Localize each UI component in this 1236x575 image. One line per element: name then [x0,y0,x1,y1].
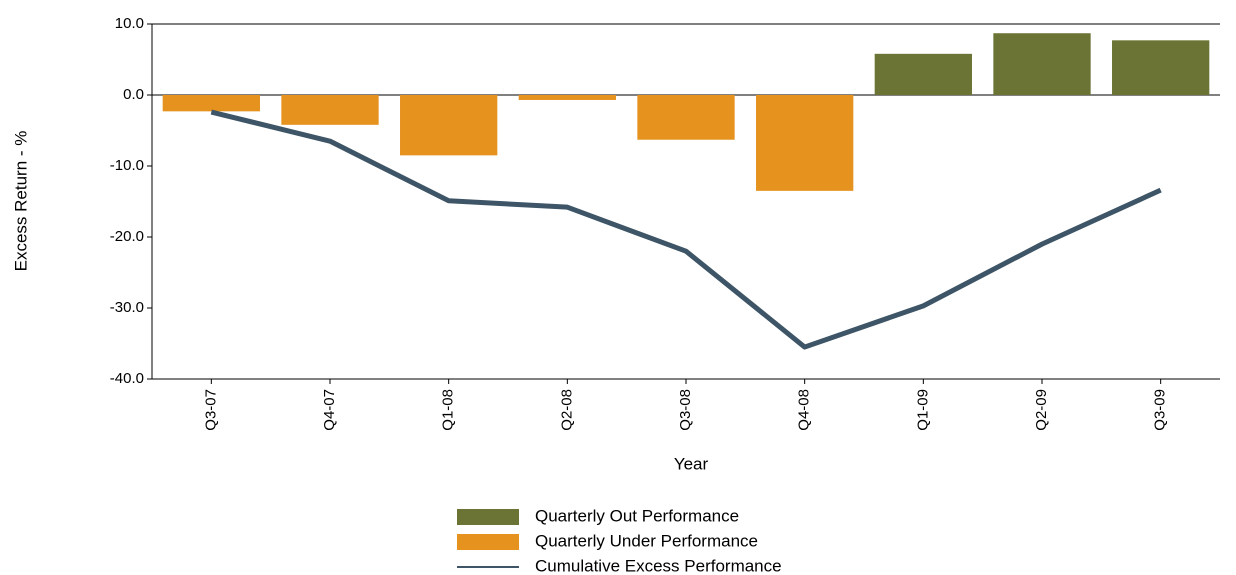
bar [637,95,735,140]
legend-swatch [457,509,519,525]
x-axis-label: Year [674,454,709,473]
legend-label: Quarterly Under Performance [535,531,758,550]
y-tick-label: -20.0 [110,228,144,245]
bar [162,95,260,112]
bar [874,53,972,95]
line [210,109,1162,350]
y-tick-label: 10.0 [115,15,144,32]
bar [281,95,379,125]
y-tick-label: -30.0 [110,299,144,316]
bar [993,33,1091,95]
y-tick-label: 0.0 [123,86,144,103]
legend-label: Cumulative Excess Performance [535,556,782,575]
x-tick-label: Q3-08 [677,389,694,431]
y-tick-label: -40.0 [110,370,144,387]
legend-label: Quarterly Out Performance [535,506,739,525]
x-tick-label: Q1-09 [914,389,931,431]
x-tick-label: Q2-08 [558,389,575,431]
x-tick-label: Q4-07 [321,389,338,431]
x-tick-label: Q2-09 [1033,389,1050,431]
bar [756,95,854,191]
x-tick-label: Q3-07 [202,389,219,431]
y-axis-label: Excess Return - % [11,131,30,272]
bar [518,95,616,100]
bar [1112,40,1210,95]
y-tick-label: -10.0 [110,157,144,174]
x-tick-label: Q1-08 [440,389,457,431]
bar [400,95,498,156]
x-tick-label: Q3-09 [1152,389,1169,431]
legend-swatch [457,534,519,550]
x-tick-label: Q4-08 [796,389,813,431]
